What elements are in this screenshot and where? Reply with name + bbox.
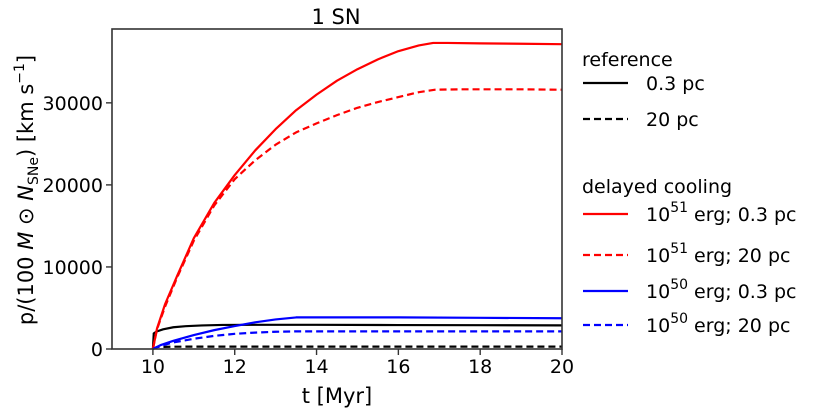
x-axis: 10 12 14 16 18 20 — [141, 349, 574, 378]
x-tick-label: 18 — [468, 356, 492, 378]
plot-frame — [111, 28, 563, 350]
series-line-3 — [151, 88, 563, 350]
y-label-n: N — [14, 185, 38, 201]
y-tick-label: 10000 — [43, 257, 103, 279]
y-label-mass: M — [14, 232, 38, 250]
legend-heading-0: reference — [582, 49, 673, 71]
legend-label: 1050 erg; 20 pc — [646, 311, 790, 337]
x-tick-label: 14 — [304, 356, 328, 378]
chart-title: 1 SN — [311, 5, 360, 29]
y-label-part-b: ) [km s — [14, 84, 38, 157]
x-axis-label: t [Myr] — [302, 384, 372, 408]
legend-label: 20 pc — [646, 109, 699, 131]
series-line-0 — [151, 323, 563, 350]
y-tick-label: 30000 — [43, 93, 103, 115]
series-line-1 — [152, 345, 562, 350]
y-label-part-a: p/(100 — [14, 250, 38, 325]
series-line-5 — [152, 330, 562, 351]
x-tick-label: 16 — [386, 356, 410, 378]
legend-label: 0.3 pc — [646, 73, 705, 95]
y-label-superscript: −1 — [12, 63, 28, 84]
y-label-subscript: SNe — [26, 157, 42, 185]
series-line-4 — [152, 316, 563, 350]
legend-label: 1050 erg; 0.3 pc — [646, 277, 797, 303]
legend-label: 1051 erg; 0.3 pc — [646, 200, 797, 226]
y-label-part-c: ] — [14, 55, 38, 63]
y-axis: 0 10000 20000 30000 — [43, 93, 112, 361]
y-tick-label: 20000 — [43, 175, 103, 197]
plot-area — [111, 28, 563, 351]
x-tick-label: 12 — [223, 356, 247, 378]
series-group — [151, 41, 563, 351]
y-axis-label: p/(100 M ⊙ NSNe) [km s−1] — [12, 55, 42, 325]
y-label-sun: ⊙ — [14, 201, 38, 232]
y-tick-label: 0 — [91, 339, 103, 361]
x-tick-label: 20 — [550, 356, 574, 378]
legend-label: 1051 erg; 20 pc — [646, 241, 790, 267]
x-tick-label: 10 — [141, 356, 165, 378]
legend-heading-1: delayed cooling — [582, 176, 732, 198]
